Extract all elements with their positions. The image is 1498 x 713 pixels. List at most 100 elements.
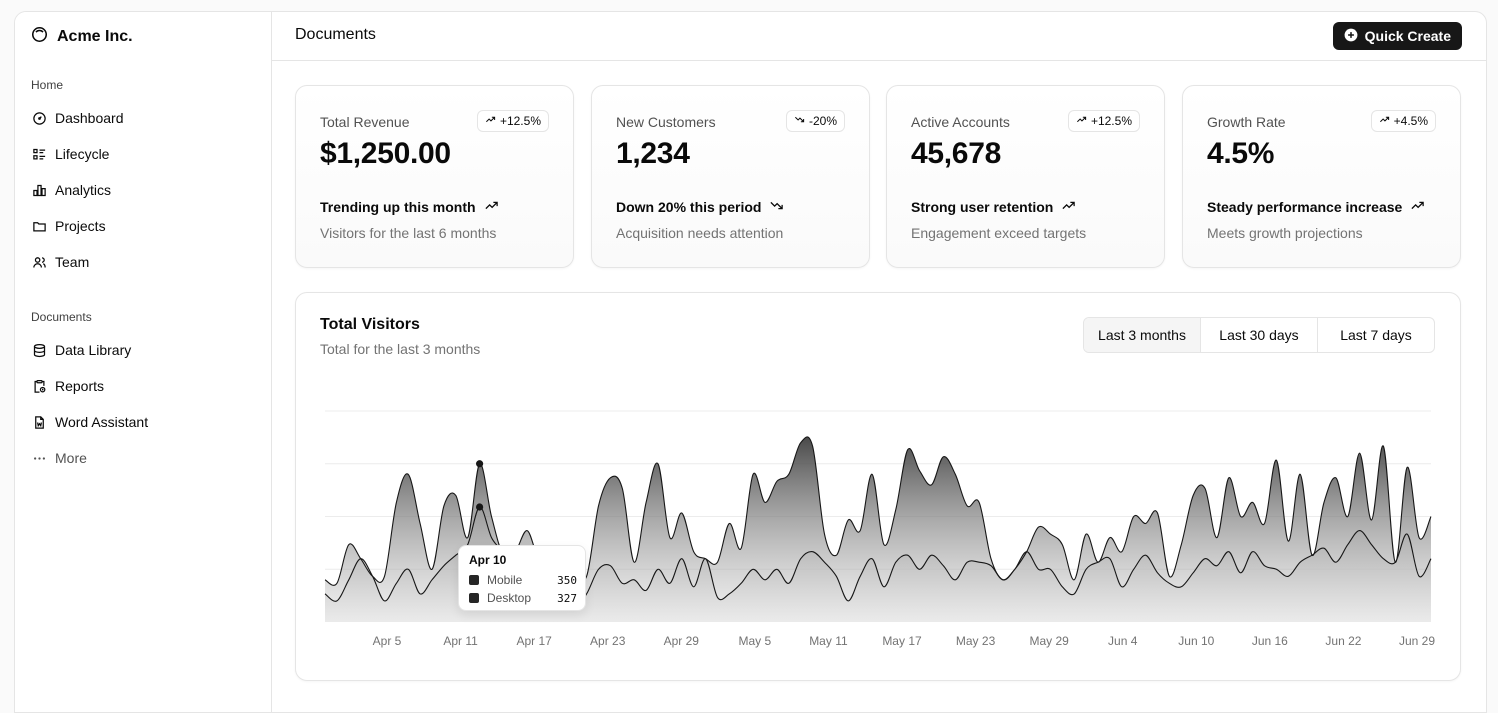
trending-up-icon — [1379, 114, 1390, 128]
card-footer-title-text: Trending up this month — [320, 199, 476, 215]
chart-tooltip: Apr 10 Mobile 350 Desktop 327 — [458, 545, 586, 611]
badge-label: -20% — [808, 114, 837, 128]
list-details-icon — [31, 146, 47, 162]
kpi-card-total-revenue: Total Revenue $1,250.00 +12.5% Trending … — [295, 85, 574, 268]
brand[interactable]: Acme Inc. — [31, 26, 133, 48]
sidebar-item-lifecycle[interactable]: Lifecycle — [31, 140, 255, 168]
report-icon — [31, 378, 47, 394]
badge-label: +4.5% — [1393, 114, 1428, 128]
x-tick-label: May 17 — [882, 634, 922, 648]
range-toggle-group: Last 3 months Last 30 days Last 7 days — [1083, 317, 1435, 353]
card-footer-sub: Visitors for the last 6 months — [320, 225, 497, 241]
card-value: 4.5% — [1207, 137, 1275, 170]
x-tick-label: Jun 22 — [1325, 634, 1361, 648]
trending-up-icon — [484, 198, 499, 216]
sidebar: Acme Inc. Home Dashboard Lifecycle Analy… — [15, 12, 272, 712]
area-desktop — [325, 506, 1431, 622]
card-footer-title: Strong user retention — [911, 198, 1076, 216]
x-tick-label: Jun 29 — [1399, 634, 1435, 648]
sidebar-item-projects[interactable]: Projects — [31, 212, 255, 240]
main-content: Documents Quick Create Total Revenue $1,… — [271, 12, 1486, 712]
x-tick-label: Jun 16 — [1252, 634, 1288, 648]
chart-title: Total Visitors — [320, 316, 420, 333]
card-description: Growth Rate — [1207, 114, 1286, 130]
top-bar: Documents Quick Create — [271, 12, 1486, 61]
x-tick-label: May 23 — [956, 634, 996, 648]
sidebar-item-analytics[interactable]: Analytics — [31, 176, 255, 204]
card-footer-sub: Acquisition needs attention — [616, 225, 784, 241]
card-value: 45,678 — [911, 137, 1001, 170]
folder-icon — [31, 218, 47, 234]
plus-circle-icon — [1344, 28, 1358, 45]
kpi-card-new-customers: New Customers 1,234 -20% Down 20% this p… — [591, 85, 870, 268]
active-dot-desktop — [476, 503, 484, 511]
x-tick-label: Apr 29 — [664, 634, 700, 648]
x-tick-label: May 29 — [1029, 634, 1069, 648]
card-description: Active Accounts — [911, 114, 1010, 130]
card-description: Total Revenue — [320, 114, 410, 130]
badge-label: +12.5% — [1090, 114, 1132, 128]
sidebar-item-data-library[interactable]: Data Library — [31, 336, 255, 364]
kpi-card-growth-rate: Growth Rate 4.5% +4.5% Steady performanc… — [1182, 85, 1461, 268]
legend-swatch — [469, 593, 479, 603]
card-footer-title: Down 20% this period — [616, 198, 784, 216]
sidebar-item-label: More — [55, 450, 87, 466]
range-option-7-days[interactable]: Last 7 days — [1317, 318, 1434, 352]
trending-up-icon — [485, 114, 496, 128]
range-option-3-months[interactable]: Last 3 months — [1084, 318, 1200, 352]
chart-bar-icon — [31, 182, 47, 198]
badge-label: +12.5% — [499, 114, 541, 128]
tooltip-series-name: Desktop — [487, 591, 532, 605]
trend-badge: +4.5% — [1370, 110, 1436, 132]
sidebar-item-label: Data Library — [55, 342, 132, 358]
sidebar-item-team[interactable]: Team — [31, 248, 255, 276]
nav-group-documents-label: Documents — [31, 310, 92, 324]
sidebar-item-label: Analytics — [55, 182, 112, 198]
tooltip-series-value: 350 — [557, 573, 577, 587]
trending-down-icon — [794, 114, 805, 128]
tooltip-row-mobile: Mobile 350 — [469, 572, 577, 588]
range-option-30-days[interactable]: Last 30 days — [1200, 318, 1317, 352]
tooltip-series-value: 327 — [557, 591, 577, 605]
dots-icon — [31, 450, 47, 466]
trending-up-icon — [1061, 198, 1076, 216]
trend-badge: -20% — [785, 110, 845, 132]
file-word-icon — [31, 414, 47, 430]
database-icon — [31, 342, 47, 358]
quick-create-button[interactable]: Quick Create — [1332, 22, 1462, 50]
sidebar-item-label: Dashboard — [55, 110, 124, 126]
page-title: Documents — [295, 26, 376, 43]
x-tick-label: Apr 5 — [373, 634, 402, 648]
card-footer-title: Trending up this month — [320, 198, 499, 216]
quick-create-label: Quick Create — [1364, 28, 1451, 44]
x-tick-label: Apr 11 — [443, 634, 478, 648]
sidebar-item-word-assistant[interactable]: Word Assistant — [31, 408, 255, 436]
card-value: $1,250.00 — [320, 137, 451, 170]
tooltip-row-desktop: Desktop 327 — [469, 590, 577, 606]
trend-badge: +12.5% — [476, 110, 549, 132]
brand-name: Acme Inc. — [57, 28, 133, 45]
card-footer-sub: Engagement exceed targets — [911, 225, 1087, 241]
x-tick-label: May 11 — [809, 634, 848, 648]
card-footer-title-text: Down 20% this period — [616, 199, 762, 215]
tooltip-date: Apr 10 — [469, 553, 507, 567]
chart-subtitle: Total for the last 3 months — [320, 341, 481, 357]
sidebar-item-label: Projects — [55, 218, 106, 234]
card-description: New Customers — [616, 114, 716, 130]
active-dot-mobile — [476, 460, 484, 468]
sidebar-item-reports[interactable]: Reports — [31, 372, 255, 400]
sidebar-item-dashboard[interactable]: Dashboard — [31, 104, 255, 132]
nav-group-home-label: Home — [31, 78, 64, 92]
sidebar-item-label: Reports — [55, 378, 105, 394]
users-icon — [31, 254, 47, 270]
card-footer-sub: Meets growth projections — [1207, 225, 1363, 241]
x-tick-label: Jun 4 — [1108, 634, 1138, 648]
gauge-icon — [31, 110, 47, 126]
sidebar-item-label: Lifecycle — [55, 146, 110, 162]
legend-swatch — [469, 575, 479, 585]
card-footer-title-text: Strong user retention — [911, 199, 1054, 215]
card-footer-title-text: Steady performance increase — [1207, 199, 1403, 215]
x-tick-label: May 5 — [739, 634, 772, 648]
trending-up-icon — [1076, 114, 1087, 128]
sidebar-item-more[interactable]: More — [31, 444, 255, 472]
